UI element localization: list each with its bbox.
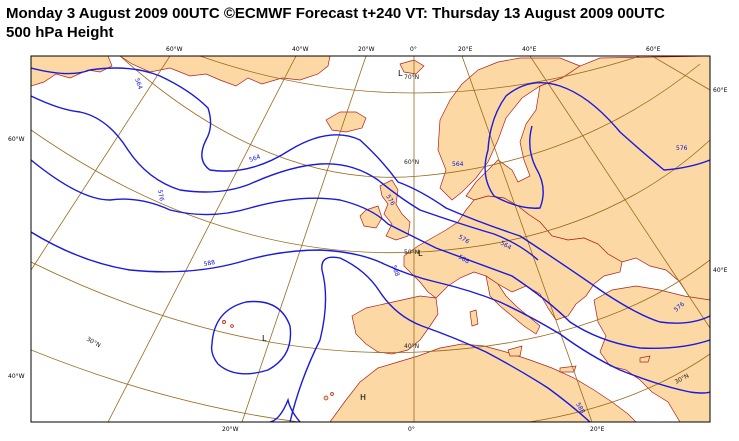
contour-label: 564 (133, 77, 144, 90)
bottom-axis-labels: 20°W 0° 20°E (222, 426, 605, 433)
land-azores (222, 320, 226, 324)
top-axis-labels: 60°W 40°W 20°W 0° 20°E 40°E 60°E (166, 46, 661, 53)
land-north-africa (329, 343, 637, 422)
graticule (31, 56, 710, 422)
lat-line-50n (31, 129, 710, 254)
meridian-20e (461, 56, 593, 422)
left-axis-labels: 60°W 40°W (8, 136, 25, 380)
contour-label: 576 (384, 194, 396, 208)
contour-label: 588 (574, 402, 586, 416)
latitude-label: 40°N (404, 343, 419, 350)
top-tick-label: 0° (410, 46, 417, 53)
lat-line-70n (199, 56, 641, 94)
bottom-tick-label: 20°E (590, 426, 605, 433)
land-cyprus (639, 355, 651, 363)
contour-564-north (31, 67, 710, 324)
pressure-center-label: L (418, 249, 423, 258)
contour-label: 576 (156, 189, 165, 202)
land-iceland (325, 111, 367, 133)
land-sardinia (469, 309, 479, 327)
contour-588-sw (269, 397, 301, 422)
top-tick-label: 20°W (358, 46, 375, 53)
meridian-40w (107, 56, 297, 422)
land-britain (379, 179, 411, 241)
land-western-europe (403, 195, 623, 321)
lat-line-60n (119, 56, 701, 178)
height-contours (31, 67, 710, 422)
contour-low-loop (210, 300, 292, 375)
meridian-60w (31, 56, 171, 271)
meridian-20w (241, 56, 367, 422)
meridian-40e (529, 56, 710, 329)
land-ireland (359, 205, 383, 229)
contour-label: 588 (203, 259, 216, 268)
contour-label: 576 (457, 234, 471, 246)
lat-line-30n (31, 349, 710, 422)
bottom-tick-label: 0° (408, 426, 415, 433)
land-italy (485, 275, 541, 335)
contour-label: 564 (248, 153, 261, 164)
land-turkey (593, 285, 710, 422)
top-tick-label: 40°W (292, 46, 309, 53)
land-canaries (323, 395, 329, 401)
latitude-label: 70°N (404, 74, 419, 81)
latitude-label: 50°N (404, 249, 419, 256)
contour-label: 564 (452, 161, 464, 168)
contour-label: 576 (676, 145, 688, 152)
land-svalbard (399, 59, 425, 75)
contour-label: 588 (390, 264, 401, 277)
land-iberia (351, 295, 439, 355)
top-tick-label: 60°W (166, 46, 183, 53)
contour-576-north (31, 95, 539, 261)
contour-label: 564 (499, 240, 513, 252)
latitude-label: 60°N (404, 159, 419, 166)
contour-564-east (484, 82, 710, 209)
landmasses (31, 56, 710, 422)
pressure-center-labels: L L H L (262, 69, 423, 402)
top-tick-label: 60°E (646, 46, 661, 53)
pressure-center-label: L (262, 334, 267, 343)
top-tick-label: 20°E (458, 46, 473, 53)
map-frame (30, 55, 711, 423)
contour-588-mid (31, 231, 710, 394)
pressure-center-label: L (398, 69, 403, 78)
right-axis-labels: 60°E 40°E (713, 87, 728, 274)
land-canada (31, 56, 113, 87)
map-title: Monday 3 August 2009 00UTC ©ECMWF Foreca… (6, 5, 665, 22)
map-subtitle: 500 hPa Height (6, 24, 114, 41)
contour-588-south (289, 256, 591, 422)
left-tick-label: 60°W (8, 136, 25, 143)
left-tick-label: 40°W (8, 373, 25, 380)
meridian-60e (651, 56, 710, 91)
land-scandinavia (437, 57, 581, 201)
lat-line-40n (31, 259, 710, 353)
bottom-tick-label: 20°W (222, 426, 239, 433)
pressure-center-label: H (360, 393, 366, 402)
land-sicily (507, 345, 523, 357)
contour-label: 588 (457, 254, 471, 266)
top-tick-label: 40°E (522, 46, 537, 53)
right-tick-label: 40°E (713, 267, 728, 274)
contour-576-mid (31, 159, 710, 349)
right-tick-label: 60°E (713, 87, 728, 94)
